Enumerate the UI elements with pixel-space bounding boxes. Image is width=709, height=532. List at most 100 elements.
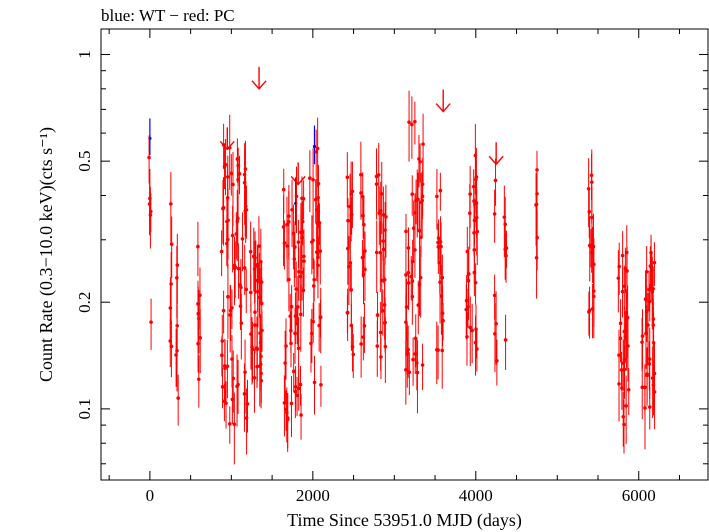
data-point: [646, 323, 650, 327]
data-point: [296, 346, 301, 351]
data-point: [411, 357, 415, 362]
data-point: [349, 323, 354, 328]
data-point: [410, 122, 414, 127]
data-point: [316, 181, 321, 186]
data-point: [404, 305, 409, 309]
data-point: [176, 396, 180, 400]
data-point: [375, 344, 380, 348]
data-point: [650, 287, 655, 291]
data-point: [379, 192, 384, 196]
data-point: [407, 120, 411, 124]
data-point: [439, 244, 443, 249]
data-point: [626, 387, 631, 392]
data-point: [474, 215, 479, 220]
data-point: [623, 266, 628, 271]
data-point: [149, 209, 153, 214]
data-point: [586, 187, 591, 191]
data-point: [175, 263, 180, 267]
data-point: [220, 339, 225, 343]
data-point: [236, 266, 241, 271]
data-point: [196, 244, 200, 249]
data-point: [311, 284, 316, 288]
x-tick-label: 6000: [622, 486, 656, 505]
data-point: [318, 249, 323, 253]
data-point: [534, 255, 539, 260]
data-point: [647, 405, 652, 409]
data-point: [407, 370, 412, 374]
data-point: [618, 336, 623, 341]
data-point: [535, 191, 539, 196]
data-point: [245, 402, 250, 406]
data-point: [255, 347, 260, 351]
plot-area: [147, 66, 657, 465]
x-tick-label: 4000: [459, 486, 493, 505]
data-point: [314, 250, 319, 254]
data-point: [319, 383, 323, 387]
data-point: [293, 385, 298, 389]
data-point: [221, 308, 226, 313]
data-point: [312, 144, 317, 149]
data-point: [220, 385, 225, 389]
data-point: [287, 214, 291, 218]
data-point: [647, 357, 652, 361]
data-point: [293, 245, 297, 249]
data-point: [315, 146, 320, 151]
data-point: [414, 198, 418, 203]
data-point: [168, 306, 173, 310]
data-point: [621, 414, 626, 419]
data-point: [229, 171, 234, 176]
data-point: [466, 278, 471, 283]
data-point: [464, 307, 469, 312]
data-point: [298, 382, 303, 387]
data-point: [413, 119, 417, 124]
data-point: [297, 269, 301, 274]
upper-limit-arrowhead: [251, 80, 267, 90]
data-point: [302, 259, 306, 263]
data-point: [314, 150, 318, 154]
data-point: [238, 283, 243, 287]
data-point: [587, 243, 592, 248]
data-point: [350, 189, 355, 194]
data-point: [492, 293, 497, 298]
data-point: [196, 302, 200, 306]
data-point: [363, 249, 367, 253]
data-point: [248, 249, 253, 254]
data-point: [300, 270, 304, 275]
y-tick-label: 0.2: [75, 292, 94, 313]
data-point: [315, 221, 320, 226]
data-point: [652, 260, 657, 265]
data-point: [300, 230, 304, 235]
data-point: [472, 231, 476, 235]
data-point: [235, 219, 240, 224]
data-point: [620, 253, 625, 258]
data-point: [168, 339, 173, 343]
data-point: [252, 375, 257, 380]
data-point: [592, 294, 596, 299]
data-point: [535, 168, 539, 172]
data-point: [292, 257, 297, 261]
data-point: [644, 331, 648, 336]
data-point: [147, 155, 151, 160]
data-point: [420, 363, 425, 367]
y-tick-label: 1: [75, 50, 94, 59]
data-point: [250, 347, 255, 352]
data-point: [647, 299, 652, 304]
data-point: [410, 192, 415, 196]
data-point: [253, 323, 257, 327]
data-point: [349, 288, 354, 292]
data-point: [169, 202, 173, 206]
data-point: [235, 384, 239, 389]
data-point: [175, 323, 180, 328]
data-point: [349, 212, 354, 217]
data-point: [174, 276, 179, 280]
data-point: [440, 348, 445, 353]
data-point: [230, 397, 235, 402]
data-point: [404, 229, 408, 234]
data-point: [622, 422, 626, 427]
data-point: [345, 175, 350, 180]
data-point: [417, 157, 421, 161]
data-point: [300, 196, 304, 201]
data-point: [232, 263, 237, 268]
data-point: [406, 246, 411, 250]
data-point: [417, 228, 422, 233]
